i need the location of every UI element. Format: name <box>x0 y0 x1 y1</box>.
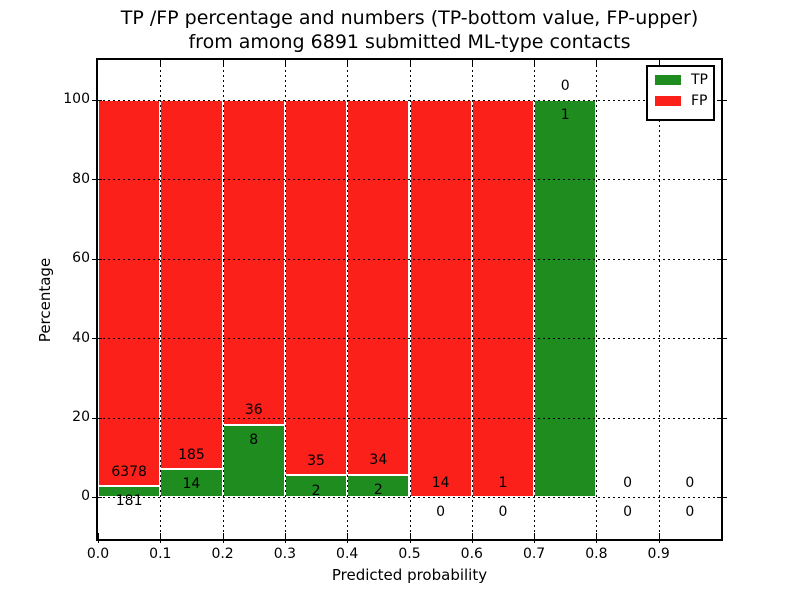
x-tick-top <box>284 60 286 65</box>
bar-label-tp: 8 <box>249 432 259 449</box>
bar-label-tp: 0 <box>498 504 508 521</box>
x-tick-top <box>347 60 349 65</box>
plot-area: TP FP 0.0 0.1 0.2 0.3 0.4 0.5 0.6 0.7 0.8 0.9 0 20 40… <box>63 58 727 562</box>
chart-title: TP /FP percentage and numbers (TP-bottom… <box>96 6 723 54</box>
bar-label-fp: 0 <box>560 77 570 94</box>
bar-fp <box>347 99 410 475</box>
x-tick-top <box>471 60 473 65</box>
y-tick-right <box>717 417 727 419</box>
x-tick-top <box>160 60 162 65</box>
bar-label-tp: 0 <box>685 504 695 521</box>
x-tick <box>160 533 162 543</box>
y-tick-label: 100 <box>63 91 90 108</box>
x-tick <box>98 533 99 543</box>
bar-label-fp: 36 <box>244 402 263 419</box>
y-tick-label: 60 <box>72 250 90 267</box>
bar-label-fp: 1 <box>498 474 508 491</box>
bar-fp <box>222 99 285 425</box>
bar-label-tp: 2 <box>311 482 321 499</box>
legend-label: FP <box>691 93 708 109</box>
x-tick-label: 0.8 <box>585 546 608 562</box>
gridline-x <box>409 60 411 539</box>
legend-swatch-tp-icon <box>655 75 681 85</box>
legend-swatch-fp-icon <box>655 96 681 106</box>
bar-tp <box>98 485 161 497</box>
y-tick <box>92 496 102 498</box>
y-tick-right <box>717 258 727 260</box>
x-tick <box>409 533 411 543</box>
legend-item: FP <box>655 94 713 108</box>
bar-fp <box>409 99 472 497</box>
bar-fp <box>160 99 223 469</box>
gridline-x <box>471 60 473 539</box>
bar-label-tp: 181 <box>115 493 143 510</box>
bar-label-tp: 1 <box>560 107 570 124</box>
legend-label: TP <box>691 72 708 88</box>
x-tick-label: 0.0 <box>86 546 110 562</box>
bar-label-tp: 0 <box>623 504 632 521</box>
x-tick-label: 0.2 <box>211 546 234 562</box>
x-tick <box>534 533 536 543</box>
bar-tp <box>534 99 597 497</box>
x-tick <box>596 533 598 543</box>
y-tick <box>92 338 102 340</box>
y-tick-right <box>717 99 727 101</box>
x-axis-label: Predicted probability <box>331 566 488 584</box>
y-tick <box>92 99 102 101</box>
y-tick-right <box>717 496 727 498</box>
bar-label-fp: 14 <box>431 474 450 491</box>
x-tick-label: 0.5 <box>398 546 421 562</box>
x-tick <box>658 533 660 543</box>
x-tick-top <box>222 60 224 65</box>
y-tick-label: 0 <box>81 488 90 505</box>
x-tick <box>284 533 286 543</box>
x-tick <box>347 533 349 543</box>
x-tick <box>222 533 224 543</box>
y-tick <box>92 179 102 181</box>
gridline-x <box>347 60 349 539</box>
bar-fp <box>98 99 161 486</box>
x-tick-label: 0.3 <box>273 546 297 562</box>
bar-label-tp: 14 <box>182 476 201 493</box>
y-tick-label: 80 <box>72 170 90 187</box>
y-tick-label: 20 <box>72 409 90 425</box>
chart-title-line1: TP /FP percentage and numbers (TP-bottom… <box>120 7 699 29</box>
legend: TP FP <box>646 65 715 121</box>
x-tick <box>471 533 473 543</box>
y-tick-right <box>717 179 727 181</box>
gridline-x <box>596 60 598 539</box>
x-tick-top <box>658 60 660 65</box>
bar-tp <box>160 468 223 497</box>
x-tick-label: 0.7 <box>522 546 546 562</box>
bar-label-tp: 2 <box>373 482 383 499</box>
x-tick-label: 0.9 <box>647 546 670 562</box>
bar-label-fp: 34 <box>369 452 388 469</box>
bar-fp <box>471 99 535 497</box>
y-tick <box>92 417 102 419</box>
x-tick-label: 0.1 <box>149 546 172 562</box>
bar-label-tp: 0 <box>436 504 446 521</box>
gridline-x <box>284 60 286 539</box>
bar-label-fp: 0 <box>685 474 695 491</box>
gridline-x <box>160 60 162 539</box>
x-tick-top <box>534 60 536 65</box>
x-tick-top <box>596 60 598 65</box>
x-tick-top <box>409 60 411 65</box>
x-tick-label: 0.6 <box>460 546 483 562</box>
bar-label-fp: 35 <box>307 453 325 470</box>
legend-item: TP <box>655 73 713 87</box>
chart-title-line2: from among 6891 submitted ML-type contac… <box>188 31 631 53</box>
x-tick-label: 0.4 <box>336 546 359 562</box>
gridline-x <box>658 60 660 539</box>
y-tick <box>92 258 102 260</box>
bar-label-fp: 6378 <box>111 463 147 480</box>
bar-label-fp: 0 <box>623 474 632 491</box>
bar-label-fp: 185 <box>178 446 205 463</box>
gridline-x <box>222 60 224 539</box>
gridline-x <box>534 60 536 539</box>
bar-fp <box>284 99 348 476</box>
y-tick-label: 40 <box>72 329 90 346</box>
y-tick-right <box>717 338 727 340</box>
